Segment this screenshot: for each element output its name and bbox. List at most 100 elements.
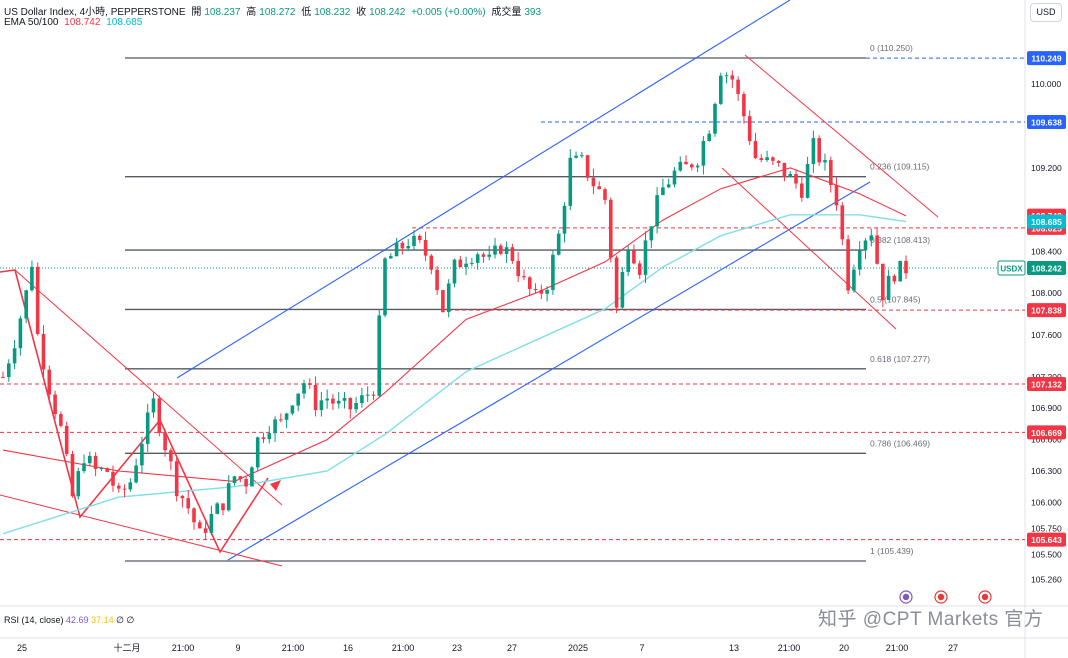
candle-body (88, 455, 92, 464)
x-tick-label: 21:00 (886, 643, 909, 653)
candle-body (226, 483, 231, 511)
zigzag-arrow-head (270, 480, 281, 491)
candle-body (568, 157, 573, 206)
candle-body (134, 465, 138, 483)
candle-body (834, 185, 839, 206)
candle-body (776, 160, 781, 163)
candle-body (99, 468, 104, 470)
ohlc-low-label: 低 (301, 7, 312, 18)
candle-body (105, 468, 109, 472)
watermark: 知乎 @CPT Markets 官方 (818, 609, 1044, 630)
candle-body (522, 276, 526, 278)
event-icon-dot (937, 593, 945, 601)
candle-body (585, 155, 590, 178)
candle-body (539, 289, 544, 294)
candle-body (852, 269, 856, 291)
candle-body (661, 187, 665, 196)
candle-body (383, 258, 387, 316)
candle-body (458, 259, 463, 268)
candle-body (41, 333, 46, 370)
ohlc-high-label: 高 (246, 7, 257, 18)
candle-body (753, 141, 758, 159)
symbol-line: US Dollar Index, 4小時, PEPPERSTONE (4, 7, 186, 18)
volume-value: 393 (524, 7, 542, 18)
candle-body (394, 242, 399, 257)
candle-body (244, 479, 248, 487)
candle-body (145, 412, 150, 444)
candle-body (313, 384, 318, 411)
header-line-2: EMA 50/100 108.742 108.685 (4, 17, 145, 28)
candle-body (823, 160, 827, 163)
candle-body (47, 369, 52, 395)
ema-50-value: 108.742 (64, 17, 101, 28)
candle-body (174, 461, 179, 496)
candle-body (412, 235, 416, 246)
candle-body (632, 250, 636, 264)
fib-level-label: 1 (105.439) (870, 546, 914, 556)
candle-body (400, 242, 405, 249)
candle-body (666, 184, 671, 188)
candle-body (829, 160, 833, 185)
candle-body (342, 398, 347, 401)
ema-50-line (2, 167, 907, 482)
level-price-badge-bg (1027, 51, 1066, 66)
red-channel-upper-right (744, 54, 939, 218)
y-tick-label: 107.200 (1031, 372, 1062, 382)
y-tick-label: 105.500 (1031, 550, 1062, 560)
candle-body (284, 413, 289, 420)
candle-body (470, 262, 474, 264)
candle-body (614, 257, 619, 308)
candle-body (267, 433, 272, 440)
y-tick-label: 106.300 (1031, 466, 1062, 476)
level-price-badge-bg (1027, 425, 1066, 440)
candle-body (620, 271, 625, 308)
candle-body (609, 199, 613, 258)
candle-body (863, 240, 868, 251)
fib-level-label: 0.236 (109.115) (870, 162, 930, 172)
ema-100-line (2, 214, 907, 535)
rsi-value-2: 37.14 (91, 615, 114, 625)
ohlc-open-label: 開 (191, 7, 202, 18)
candle-body (261, 437, 266, 440)
current-symbol-badge-label: USDX (1000, 264, 1023, 273)
candle-body (354, 403, 358, 410)
candle-body (475, 254, 480, 263)
candle-body (250, 467, 254, 487)
level-price-badge-label: 105.643 (1031, 535, 1062, 545)
y-tick-label: 106.900 (1031, 403, 1062, 413)
x-tick-label: 2025 (568, 643, 588, 653)
candle-body (771, 157, 775, 161)
x-tick-label: 21:00 (172, 643, 195, 653)
candle-body (597, 186, 601, 190)
candle-body (805, 164, 810, 198)
candle-body (1, 376, 5, 378)
candle-body (111, 471, 115, 486)
candle-body (140, 443, 144, 466)
candle-body (296, 393, 300, 406)
candle-body (186, 498, 190, 509)
candle-body (198, 522, 202, 529)
candle-body (817, 138, 821, 163)
candle-body (319, 400, 324, 411)
candle-body (360, 395, 364, 404)
candle-body (128, 482, 133, 490)
candle-body (429, 255, 434, 270)
candle-body (533, 289, 538, 290)
red-trendline-upper-left (14, 269, 283, 506)
fib-level-label: 0.382 (108.413) (870, 235, 930, 245)
fib-level-label: 0.5 (107.845) (870, 294, 921, 304)
x-tick-label: 27 (507, 643, 517, 653)
candle-body (406, 246, 410, 249)
y-tick-label: 105.260 (1031, 575, 1062, 585)
candle-body (389, 256, 393, 259)
candle-body (736, 79, 740, 94)
currency-button[interactable]: USD (1030, 3, 1062, 22)
red-channel-lower-right (721, 167, 897, 330)
rsi-legend: RSI (14, close) 42.69 37.14 ∅ ∅ (4, 615, 134, 626)
candle-body (603, 189, 607, 200)
candle-body (898, 260, 902, 282)
candle-body (759, 158, 764, 160)
candle-body (690, 164, 694, 168)
candle-body (441, 290, 445, 313)
